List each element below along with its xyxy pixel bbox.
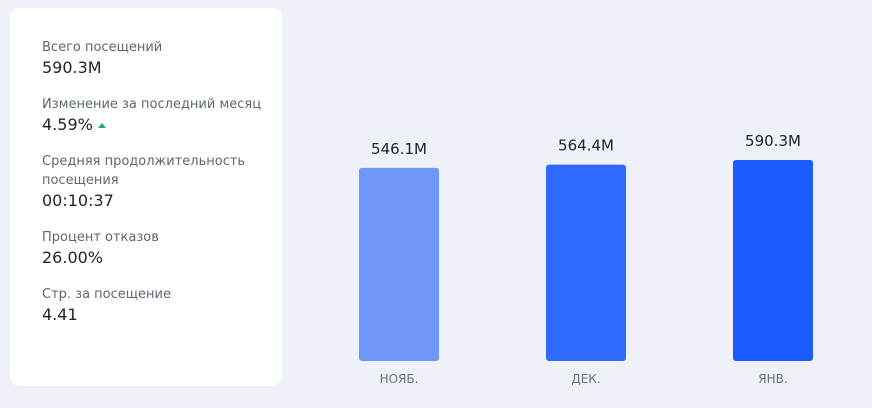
metric-pages-per-visit: Стр. за посещение 4.41: [42, 285, 282, 326]
metric-value-text: 00:10:37: [42, 191, 114, 210]
metric-value: 4.59%: [42, 114, 282, 136]
metric-label: Изменение за последний месяц: [42, 97, 262, 112]
metric-value-text: 4.41: [42, 305, 78, 324]
x-tick-label: ЯНВ.: [758, 372, 787, 386]
trend-up-icon: [97, 122, 106, 128]
chart-svg: 546.1M НОЯБ. 564.4M ДЕК. 590.3M ЯНВ.: [359, 132, 813, 386]
visits-bar-chart: 546.1M НОЯБ. 564.4M ДЕК. 590.3M ЯНВ.: [300, 0, 872, 408]
metric-avg-duration: Средняя продолжительность посещения 00:1…: [42, 152, 282, 212]
bar-value-label: 546.1M: [371, 140, 427, 158]
metric-value: 00:10:37: [42, 190, 282, 212]
metric-label: Всего посещений: [42, 40, 163, 55]
bar-value-label: 590.3M: [745, 132, 801, 150]
metric-label: Процент отказов: [42, 230, 159, 245]
x-tick-label: НОЯБ.: [380, 372, 419, 386]
bar-value-label: 564.4M: [558, 137, 614, 155]
metric-label: Средняя продолжительность посещения: [42, 154, 246, 188]
metric-value: 4.41: [42, 304, 282, 326]
metric-value-text: 26.00%: [42, 248, 104, 267]
metric-bounce-rate: Процент отказов 26.00%: [42, 228, 282, 269]
bar[interactable]: [359, 167, 439, 361]
metric-value: 26.00%: [42, 247, 282, 269]
metric-value-text: 4.59%: [42, 115, 93, 134]
bar[interactable]: [546, 164, 626, 361]
metric-total-visits: Всего посещений 590.3M: [42, 38, 282, 79]
metric-label: Стр. за посещение: [42, 287, 171, 302]
x-tick-label: ДЕК.: [571, 372, 600, 386]
metric-value-text: 590.3M: [42, 58, 102, 77]
metrics-card: Всего посещений 590.3M Изменение за посл…: [10, 8, 282, 386]
metric-monthly-change: Изменение за последний месяц 4.59%: [42, 95, 282, 136]
bar[interactable]: [733, 160, 813, 361]
metric-value: 590.3M: [42, 57, 282, 79]
